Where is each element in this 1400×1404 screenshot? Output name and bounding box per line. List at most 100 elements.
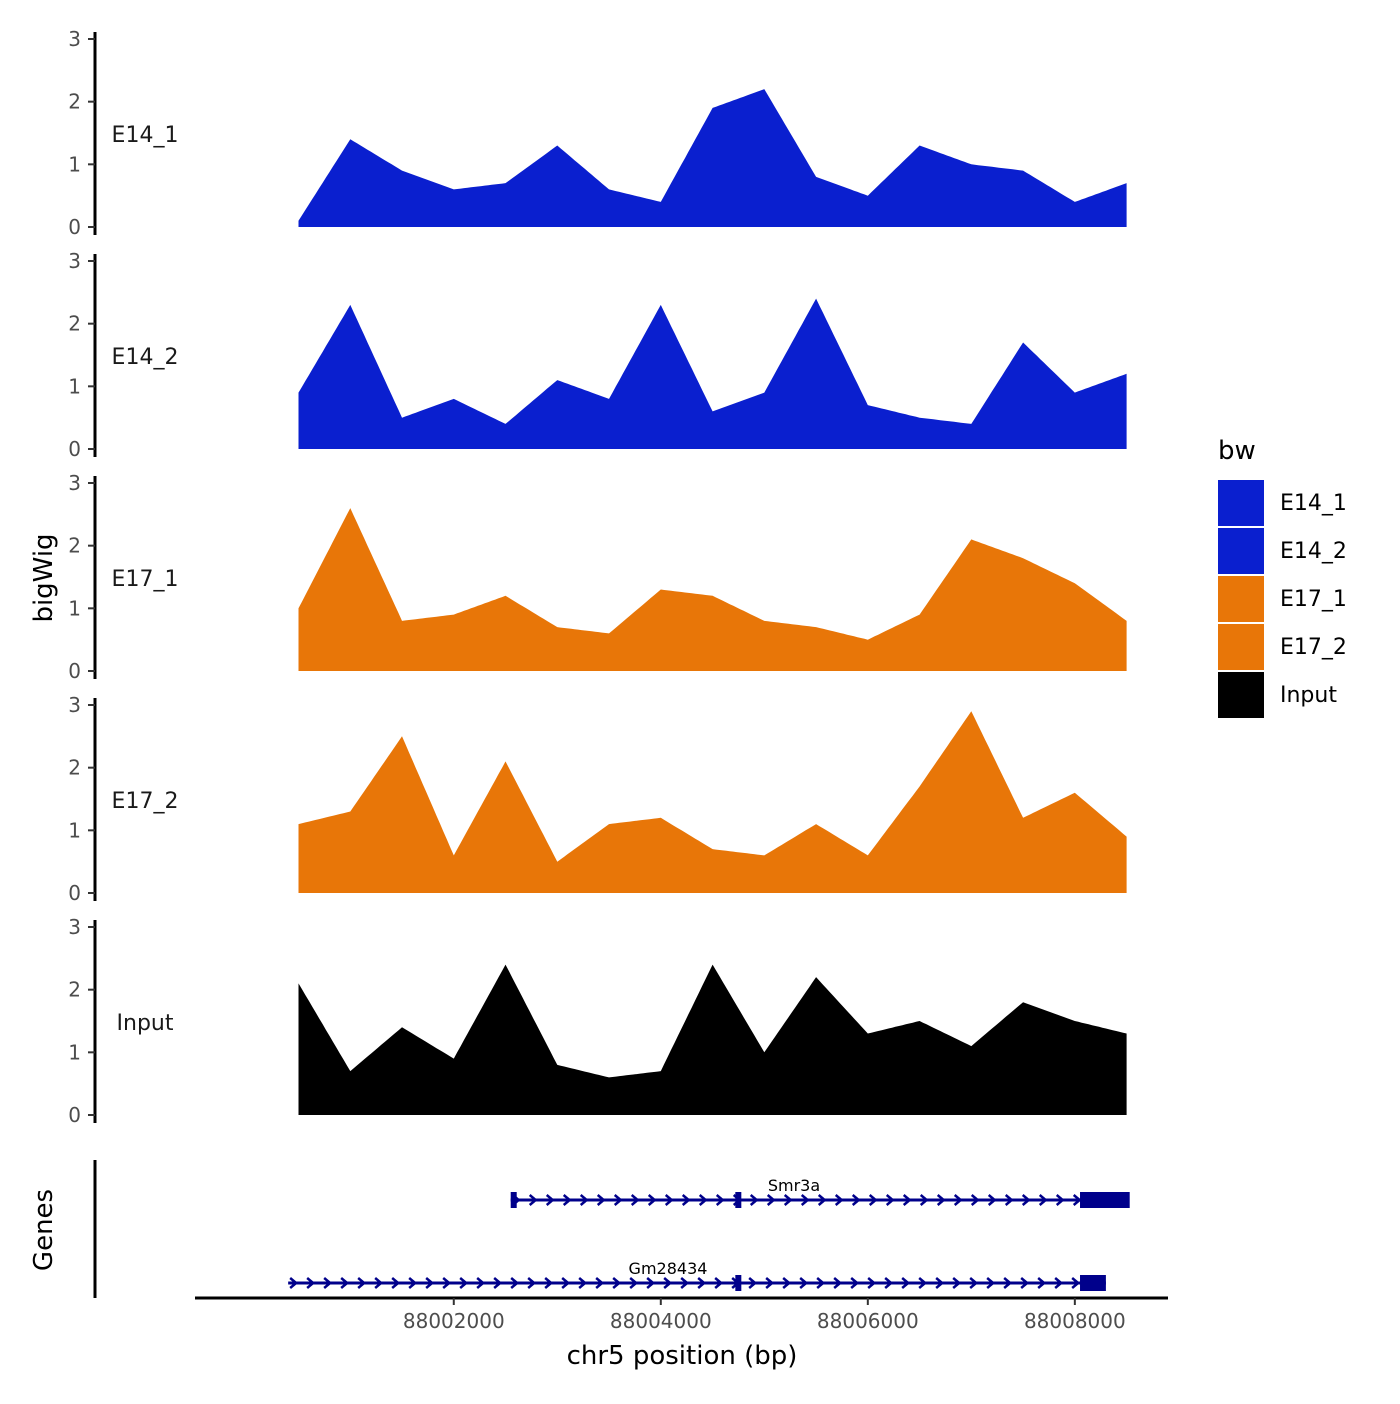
data-point (1022, 557, 1024, 559)
data-point (712, 410, 714, 412)
y-tick-label: 2 (68, 978, 81, 1002)
x-tick-label: 88004000 (610, 1309, 712, 1333)
strand-arrow (833, 1277, 843, 1289)
data-point (453, 1058, 455, 1060)
data-point (970, 538, 972, 540)
y-tick-label: 3 (68, 693, 81, 717)
legend-swatch-E17_2 (1218, 624, 1264, 670)
legend-swatch-E17_1 (1218, 576, 1264, 622)
data-point (556, 626, 558, 628)
exon-block (510, 1192, 517, 1208)
data-point (763, 88, 765, 90)
data-point (1022, 1001, 1024, 1003)
coverage-area-E17_2 (298, 711, 1127, 893)
strand-arrow (783, 1194, 793, 1206)
data-point (556, 861, 558, 863)
strand-arrow (919, 1194, 929, 1206)
strand-arrow (766, 1194, 776, 1206)
y-tick-label: 2 (68, 312, 81, 336)
strand-arrow (1037, 1277, 1047, 1289)
y-tick-label: 0 (68, 215, 81, 239)
strand-arrow (697, 1277, 707, 1289)
y-tick-label: 0 (68, 437, 81, 461)
track-label-E14_1: E14_1 (112, 123, 179, 148)
data-point (298, 823, 300, 825)
legend-label-E17_1: E17_1 (1280, 587, 1347, 612)
data-point (505, 595, 507, 597)
strand-arrow (748, 1277, 758, 1289)
strand-arrow (935, 1277, 945, 1289)
data-point (919, 614, 921, 616)
strand-arrow (782, 1277, 792, 1289)
data-point (608, 1076, 610, 1078)
strand-arrow (561, 1277, 571, 1289)
strand-arrow (613, 1194, 623, 1206)
data-point (349, 304, 351, 306)
data-point (608, 632, 610, 634)
coverage-area-Input (298, 964, 1127, 1115)
legend-label-E17_2: E17_2 (1280, 635, 1347, 660)
strand-arrow (663, 1277, 673, 1289)
strand-arrow (986, 1277, 996, 1289)
strand-arrow (340, 1277, 350, 1289)
gene-label-Gm28434: Gm28434 (629, 1259, 708, 1278)
strand-arrow (544, 1277, 554, 1289)
legend-swatch-Input (1218, 672, 1264, 718)
strand-arrow (459, 1277, 469, 1289)
y-tick-label: 3 (68, 27, 81, 51)
data-point (867, 404, 869, 406)
strand-arrow (289, 1277, 299, 1289)
strand-arrow (800, 1194, 810, 1206)
genes-axis-title: Genes (29, 1189, 59, 1271)
strand-arrow (545, 1194, 555, 1206)
legend-swatch-E14_2 (1218, 528, 1264, 574)
strand-arrow (901, 1277, 911, 1289)
strand-arrow (1071, 1277, 1081, 1289)
gene-Smr3a: Smr3a (510, 1176, 1130, 1208)
legend: bw E14_1 E14_2 E17_1 E17_2 Input (1218, 436, 1347, 718)
strand-arrow (850, 1277, 860, 1289)
gene-label-Smr3a: Smr3a (768, 1176, 820, 1195)
track-E14_1: 0 1 2 3 E14_1 (68, 27, 1127, 239)
strand-arrow (970, 1194, 980, 1206)
strand-arrow (664, 1194, 674, 1206)
strand-arrow (510, 1277, 520, 1289)
legend-label-Input: Input (1280, 683, 1337, 708)
strand-arrow (834, 1194, 844, 1206)
data-point (349, 1070, 351, 1072)
data-point (349, 507, 351, 509)
data-point (1126, 1033, 1128, 1035)
data-point (1126, 182, 1128, 184)
data-point (970, 163, 972, 165)
data-point (1074, 201, 1076, 203)
strand-arrow (680, 1277, 690, 1289)
strand-arrow (357, 1277, 367, 1289)
data-point (1126, 836, 1128, 838)
data-point (867, 854, 869, 856)
data-point (867, 639, 869, 641)
data-point (919, 417, 921, 419)
data-point (556, 145, 558, 147)
genes-panel: Smr3a Gm28434 (93, 1160, 1130, 1298)
data-point (919, 785, 921, 787)
strand-arrow (884, 1277, 894, 1289)
y-tick-label: 1 (68, 152, 81, 176)
data-point (556, 379, 558, 381)
strand-arrow (698, 1194, 708, 1206)
data-point (505, 423, 507, 425)
data-point (867, 1033, 869, 1035)
data-point (1126, 620, 1128, 622)
track-E17_1: 0 1 2 3 E17_1 (68, 471, 1127, 683)
data-point (556, 1064, 558, 1066)
data-point (1022, 341, 1024, 343)
strand-arrow (629, 1277, 639, 1289)
data-point (453, 854, 455, 856)
data-point (453, 188, 455, 190)
data-point (1074, 1020, 1076, 1022)
strand-arrow (799, 1277, 809, 1289)
strand-arrow (493, 1277, 503, 1289)
y-tick-label: 1 (68, 1040, 81, 1064)
strand-arrow (562, 1194, 572, 1206)
y-tick-label: 0 (68, 1103, 81, 1127)
data-point (298, 982, 300, 984)
